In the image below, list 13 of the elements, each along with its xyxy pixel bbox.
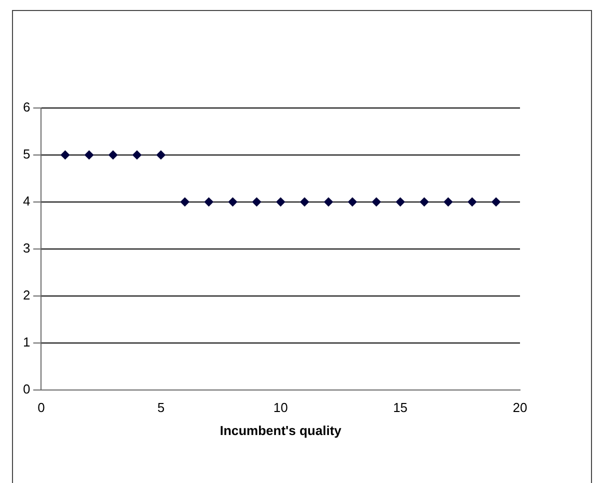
y-tick-label: 0: [22, 381, 30, 396]
y-tick-label: 4: [22, 194, 30, 209]
x-axis-title: Incumbent's quality: [220, 422, 342, 438]
y-tick-label: 1: [22, 334, 30, 350]
y-tick-label: 6: [22, 100, 30, 115]
x-tick-label: 20: [512, 400, 528, 416]
x-tick-label: 10: [273, 400, 288, 416]
x-tick-label: 15: [393, 400, 408, 416]
x-tick-label: 0: [38, 400, 45, 416]
y-tick-label: 5: [22, 146, 30, 162]
y-tick-label: 3: [22, 240, 30, 256]
y-tick-label: 2: [22, 287, 30, 302]
x-tick-label: 5: [157, 400, 165, 416]
